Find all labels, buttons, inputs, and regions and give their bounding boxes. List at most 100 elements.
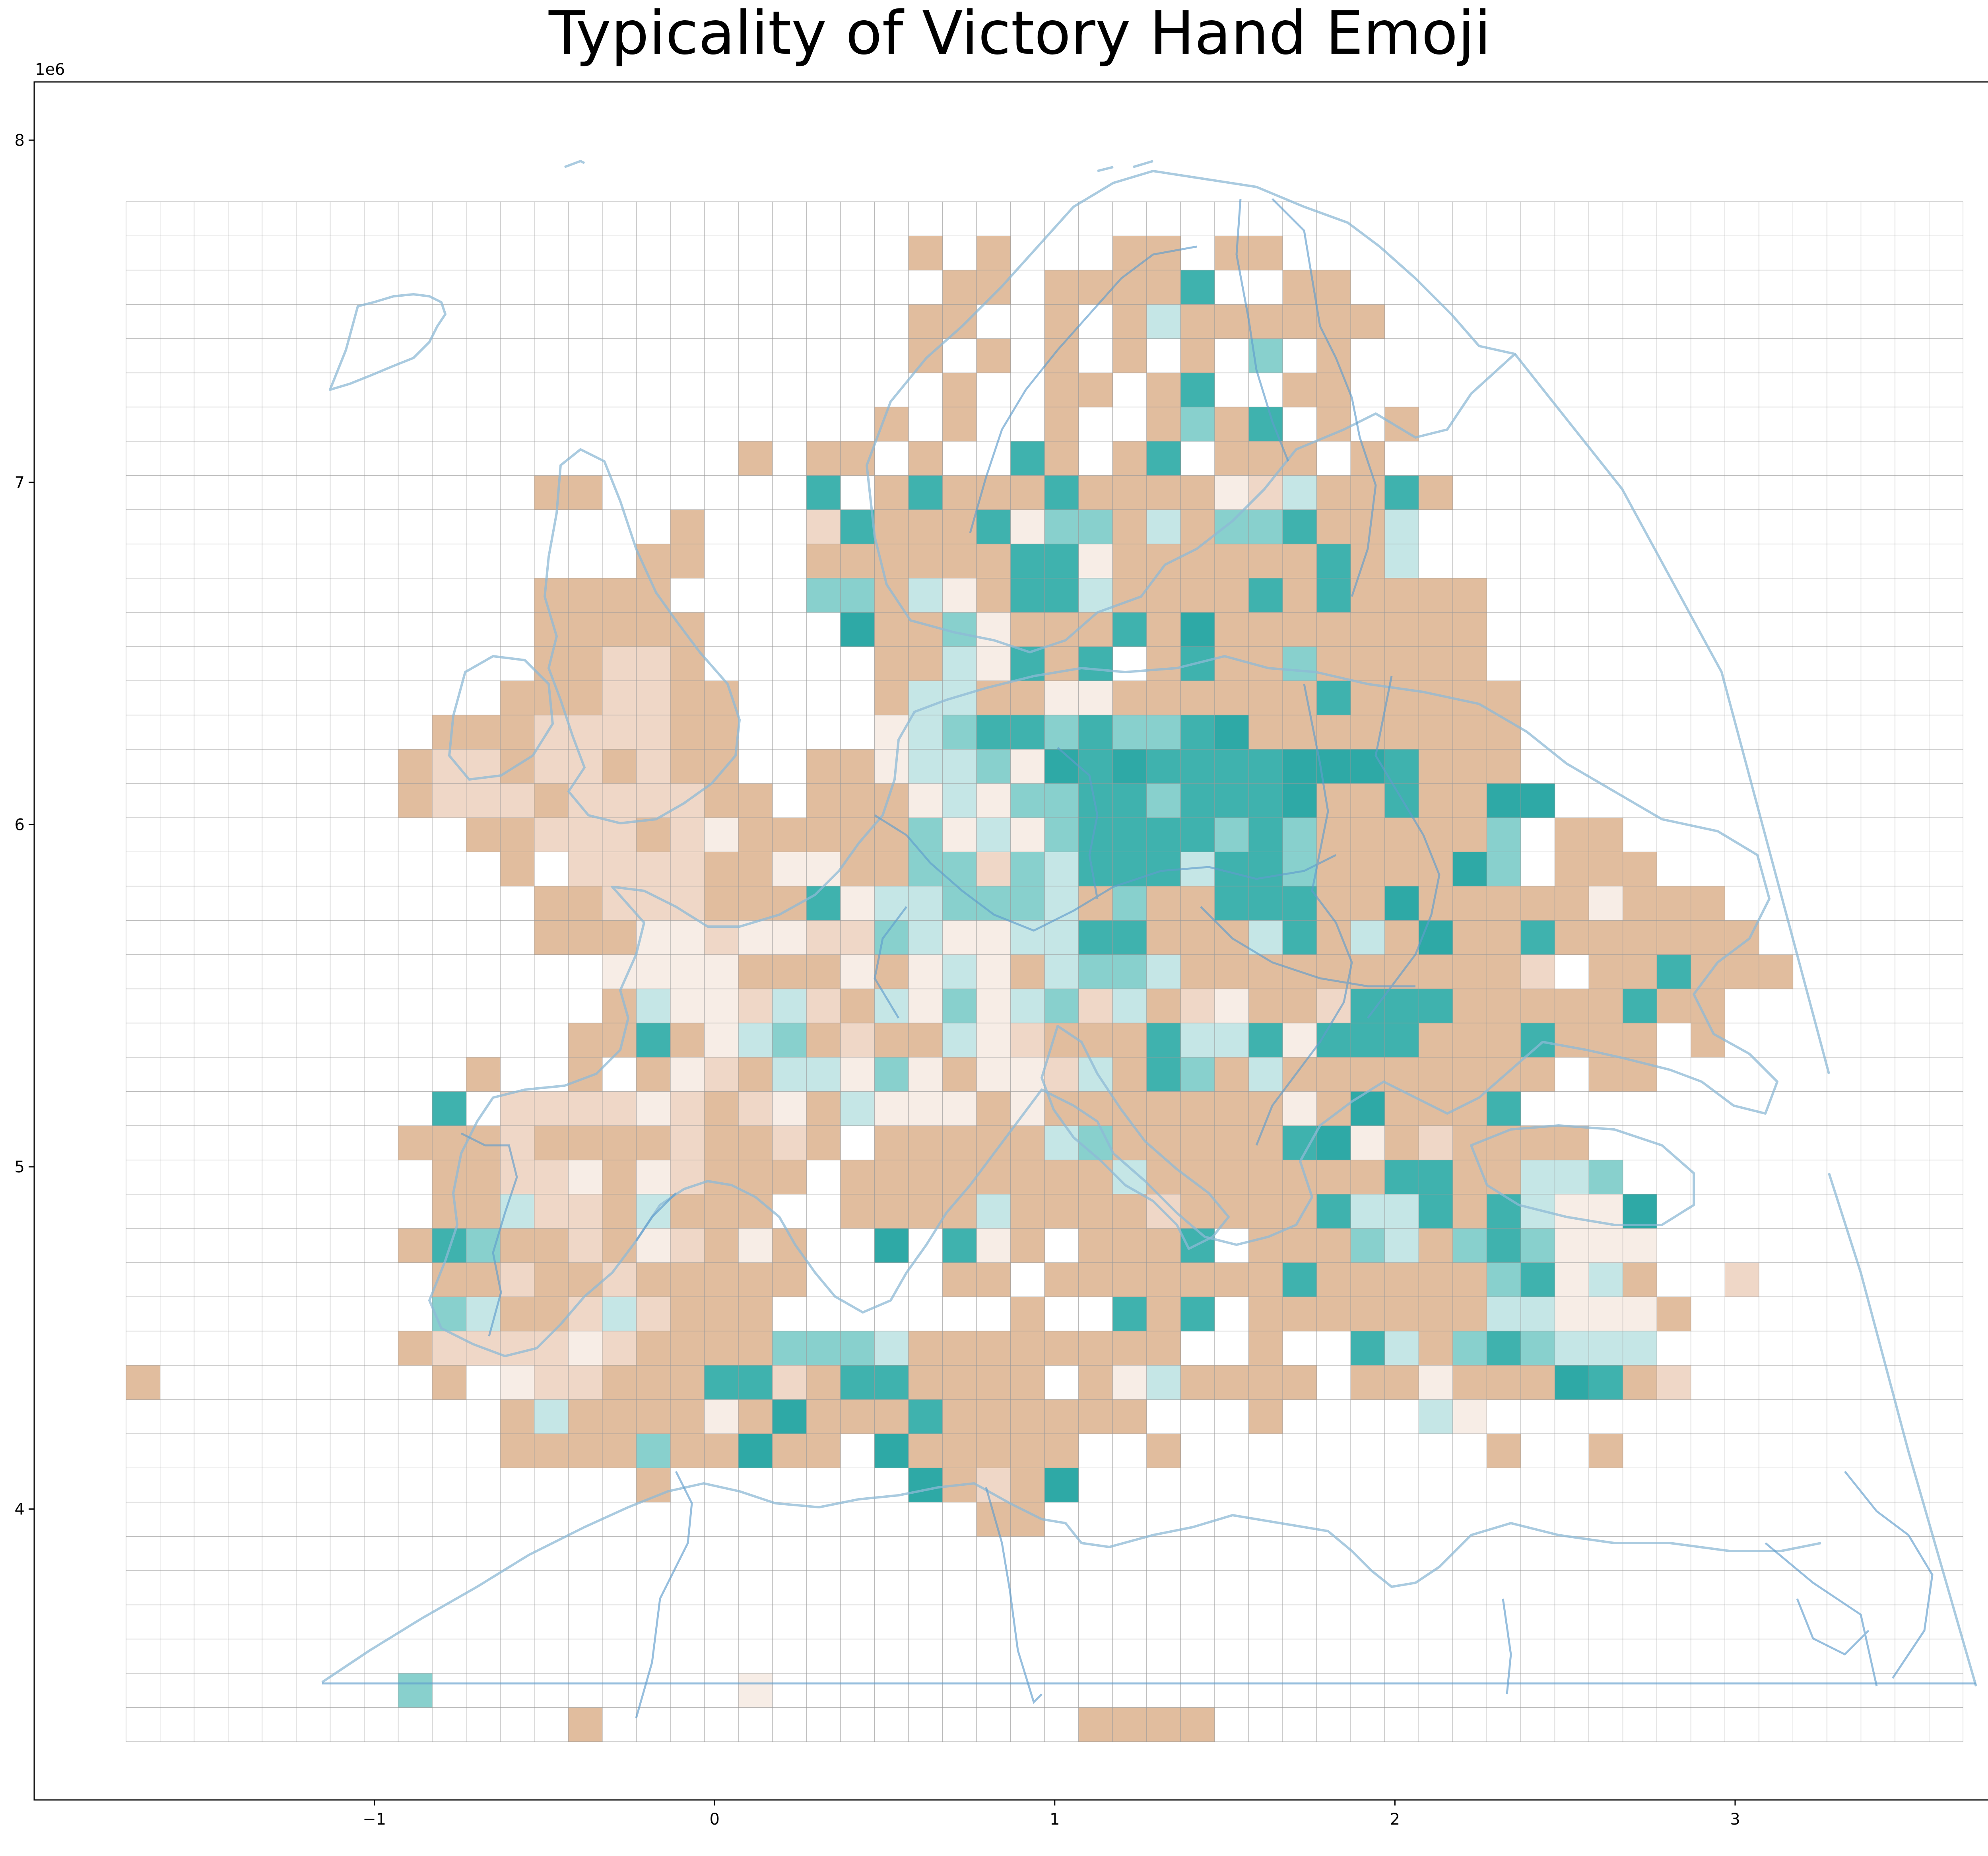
grid-cell	[1078, 1057, 1113, 1092]
axes-frame	[33, 81, 1988, 1801]
grid-cell	[500, 852, 535, 886]
grid-cell	[1112, 612, 1147, 647]
grid-cell	[1384, 612, 1419, 647]
grid-cell	[1248, 749, 1283, 784]
grid-cell	[1044, 886, 1079, 921]
grid-cell	[908, 886, 943, 921]
grid-cell	[1146, 578, 1181, 613]
grid-cell	[534, 1331, 569, 1366]
grid-cell	[1180, 1297, 1215, 1331]
grid-cell	[840, 1399, 875, 1434]
grid-cell	[908, 818, 943, 852]
grid-cell	[1010, 715, 1045, 750]
grid-cell	[1351, 1262, 1385, 1297]
grid-cell	[1044, 852, 1079, 886]
grid-cell	[670, 1023, 705, 1058]
grid-cell	[1520, 1023, 1555, 1058]
grid-cell	[908, 475, 943, 510]
grid-cell	[534, 1297, 569, 1331]
grid-cell	[602, 1194, 637, 1229]
grid-cell	[1452, 1023, 1487, 1058]
grid-cell	[1146, 886, 1181, 921]
grid-cell	[1520, 1262, 1555, 1297]
y-offset-label: 1e6	[35, 60, 65, 79]
grid-cell	[1078, 1399, 1113, 1434]
grid-cell	[1316, 681, 1351, 715]
grid-cell	[1316, 1160, 1351, 1195]
grid-cell	[1078, 920, 1113, 955]
grid-cell	[670, 1262, 705, 1297]
grid-cell	[942, 270, 977, 305]
grid-cell	[1520, 1331, 1555, 1366]
grid-cell	[874, 1365, 909, 1400]
grid-cell	[602, 783, 637, 818]
grid-cell	[806, 818, 841, 852]
grid-cell	[1283, 818, 1317, 852]
grid-cell	[1623, 886, 1657, 921]
grid-cell	[840, 612, 875, 647]
grid-cell	[1351, 509, 1385, 544]
coastline-east-edge	[1514, 353, 1977, 1687]
grid-cell	[772, 1023, 807, 1058]
grid-cell	[738, 1365, 773, 1400]
grid-cell	[874, 1091, 909, 1126]
border-central-europe	[874, 676, 1441, 1146]
grid-cell	[1214, 783, 1249, 818]
grid-cell	[704, 1023, 739, 1058]
grid-cell	[1078, 852, 1113, 886]
grid-cell	[1214, 407, 1249, 442]
y-tick-label: 5	[15, 1158, 25, 1176]
grid-cell	[840, 544, 875, 579]
grid-cell	[840, 1057, 875, 1092]
grid-cell	[534, 475, 569, 510]
grid-cell	[534, 1228, 569, 1263]
grid-cell	[636, 783, 671, 818]
grid-cell	[1487, 1297, 1521, 1331]
grid-cell	[568, 1057, 603, 1092]
grid-cell	[1419, 1262, 1453, 1297]
grid-cell	[500, 715, 535, 750]
grid-cell	[908, 509, 943, 544]
grid-cell	[398, 1228, 433, 1263]
grid-cell	[874, 1057, 909, 1092]
grid-cell	[942, 578, 977, 613]
grid-cell	[670, 715, 705, 750]
grid-cell	[1555, 1125, 1589, 1160]
grid-cell	[738, 1160, 773, 1195]
grid-cell	[1419, 852, 1453, 886]
grid-cell	[1112, 954, 1147, 989]
grid-cell	[1555, 1194, 1589, 1229]
grid-cell	[1589, 886, 1623, 921]
grid-cell	[942, 818, 977, 852]
grid-cell	[432, 783, 467, 818]
grid-cell	[977, 578, 1011, 613]
grid-cell	[1623, 1331, 1657, 1366]
grid-cell	[1589, 920, 1623, 955]
grid-cell	[1180, 1057, 1215, 1092]
grid-cell	[1623, 989, 1657, 1024]
grid-cell	[466, 1262, 501, 1297]
grid-cell	[534, 1125, 569, 1160]
grid-cell	[1044, 509, 1079, 544]
grid-cell	[1555, 1365, 1589, 1400]
grid-cell	[840, 920, 875, 955]
grid-cell	[1248, 989, 1283, 1024]
grid-cell	[636, 749, 671, 784]
grid-cell	[1214, 236, 1249, 270]
grid-cell	[1146, 1262, 1181, 1297]
grid-cell	[874, 749, 909, 784]
grid-cell	[1691, 1023, 1725, 1058]
grid-cell	[1283, 681, 1317, 715]
grid-cell	[908, 954, 943, 989]
grid-cell	[1248, 236, 1283, 270]
grid-cell	[1316, 954, 1351, 989]
grid-cell	[1112, 1399, 1147, 1434]
grid-cell	[942, 544, 977, 579]
grid-cell	[1146, 989, 1181, 1024]
grid-cell	[568, 1091, 603, 1126]
grid-cell	[942, 954, 977, 989]
grid-cell	[738, 954, 773, 989]
grid-cell	[500, 1434, 535, 1468]
grid-cell	[670, 1434, 705, 1468]
grid-cell	[1214, 1194, 1249, 1229]
